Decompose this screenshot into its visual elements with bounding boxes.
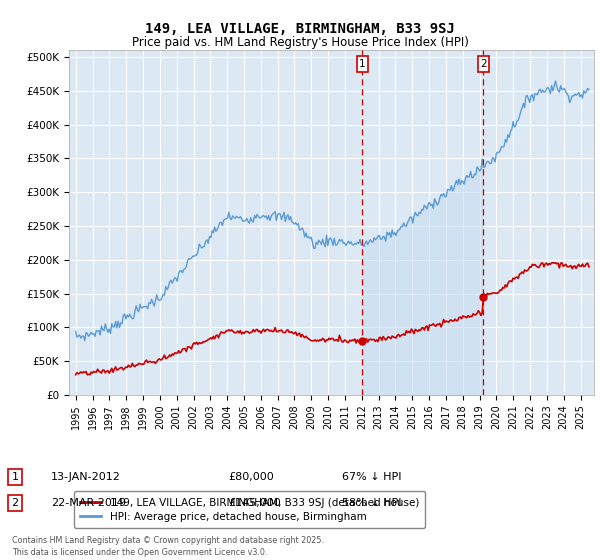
Text: 2: 2: [480, 59, 487, 69]
Text: 67% ↓ HPI: 67% ↓ HPI: [342, 472, 401, 482]
Text: 22-MAR-2019: 22-MAR-2019: [51, 498, 126, 508]
Text: 149, LEA VILLAGE, BIRMINGHAM, B33 9SJ: 149, LEA VILLAGE, BIRMINGHAM, B33 9SJ: [145, 22, 455, 36]
Text: £80,000: £80,000: [228, 472, 274, 482]
Text: 1: 1: [11, 472, 19, 482]
Text: 58% ↓ HPI: 58% ↓ HPI: [342, 498, 401, 508]
Text: Contains HM Land Registry data © Crown copyright and database right 2025.
This d: Contains HM Land Registry data © Crown c…: [12, 536, 324, 557]
Text: 13-JAN-2012: 13-JAN-2012: [51, 472, 121, 482]
Legend: 149, LEA VILLAGE, BIRMINGHAM, B33 9SJ (detached house), HPI: Average price, deta: 149, LEA VILLAGE, BIRMINGHAM, B33 9SJ (d…: [74, 491, 425, 528]
Text: £145,000: £145,000: [228, 498, 281, 508]
Text: Price paid vs. HM Land Registry's House Price Index (HPI): Price paid vs. HM Land Registry's House …: [131, 36, 469, 49]
Text: 2: 2: [11, 498, 19, 508]
Text: 1: 1: [359, 59, 366, 69]
